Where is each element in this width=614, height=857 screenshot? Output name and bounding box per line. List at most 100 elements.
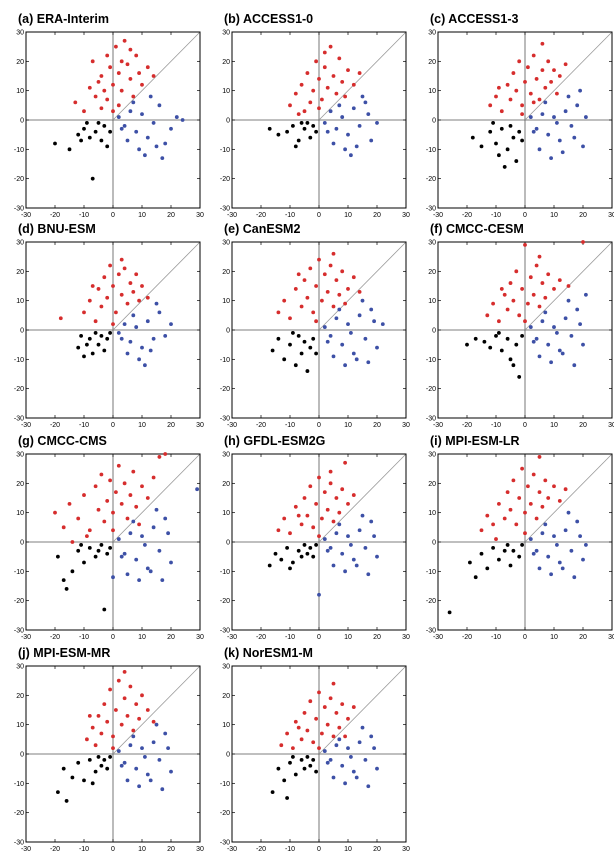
scatter-point [502, 165, 507, 169]
scatter-point [151, 121, 156, 125]
scatter-point [482, 339, 487, 344]
scatter-point [119, 59, 124, 64]
scatter-point [145, 496, 150, 500]
scatter-point [276, 766, 281, 771]
scatter-point [343, 363, 347, 368]
scatter-point [93, 129, 98, 134]
scatter-point [288, 531, 292, 536]
scatter-point [151, 74, 156, 78]
scatter-point [505, 82, 510, 87]
scatter-point [375, 766, 379, 771]
scatter-point [122, 551, 127, 556]
scatter-series [528, 510, 588, 580]
scatter-point [131, 734, 136, 739]
y-tick-label: -20 [220, 598, 230, 605]
y-tick-label: -30 [220, 206, 230, 213]
scatter-point [581, 342, 585, 347]
scatter-point [308, 545, 313, 550]
x-tick-label: 10 [138, 422, 146, 429]
scatter-point [560, 150, 565, 155]
scatter-point [343, 460, 347, 465]
scatter-point [87, 85, 92, 90]
scatter-point [552, 534, 556, 539]
scatter-point [111, 322, 115, 327]
scatter-point [134, 766, 139, 771]
scatter-point [322, 50, 327, 55]
scatter-point [111, 510, 115, 515]
scatter-point [96, 287, 101, 291]
x-tick-label: 30 [402, 846, 410, 853]
scatter-point [122, 760, 127, 765]
scatter-point [299, 737, 304, 742]
scatter-point [354, 144, 359, 149]
scatter-point [293, 144, 298, 149]
scatter-point [99, 304, 104, 309]
scatter-point [354, 563, 359, 568]
scatter-point [514, 88, 519, 93]
scatter-point [169, 560, 173, 565]
x-tick-label: 30 [196, 846, 204, 853]
scatter-point [305, 121, 310, 125]
scatter-point [299, 82, 304, 87]
scatter-point [560, 566, 565, 571]
scatter-point [102, 348, 107, 353]
scatter-series [470, 121, 524, 169]
scatter-series [465, 331, 524, 379]
scatter-point [343, 94, 347, 99]
scatter-point [357, 289, 362, 294]
scatter-point [270, 348, 275, 353]
scatter-point [540, 319, 545, 324]
scatter-point [351, 493, 356, 497]
scatter-point [285, 129, 289, 134]
y-tick-label: 30 [16, 240, 24, 247]
scatter-point [517, 496, 522, 500]
scatter-panel: (h) GFDL-ESM2G -30 -20 -10 0 10 20 30 30 20 10 0 -10… [220, 434, 410, 641]
scatter-point [508, 507, 513, 512]
scatter-point [511, 363, 516, 368]
y-tick-label: 20 [428, 481, 436, 488]
scatter-panel: (b) ACCESS1-0 -30 -20 -10 0 10 20 30 30 20 10 0 -10 -… [220, 12, 410, 219]
x-tick-label: -30 [227, 212, 237, 219]
scatter-point [317, 534, 321, 539]
scatter-point [346, 287, 350, 291]
scatter-series [279, 681, 356, 751]
scatter-point [285, 796, 289, 800]
scatter-point [520, 466, 524, 471]
scatter-point [288, 316, 292, 321]
x-tick-label: 20 [373, 212, 381, 219]
scatter-point [357, 528, 362, 533]
scatter-point [520, 112, 524, 117]
scatter-point [557, 138, 562, 143]
scatter-point [325, 722, 330, 727]
x-tick-label: -10 [491, 634, 501, 641]
scatter-point [82, 109, 86, 114]
scatter-point [322, 705, 327, 709]
scatter-point [552, 287, 556, 291]
y-tick-label: 30 [16, 452, 24, 459]
scatter-series [116, 722, 173, 792]
scatter-point [340, 763, 345, 768]
y-tick-label: -20 [426, 386, 436, 393]
scatter-point [282, 778, 287, 783]
scatter-point [116, 537, 121, 541]
y-tick-label: 20 [16, 693, 24, 700]
x-tick-label: 0 [523, 422, 527, 429]
scatter-point [520, 543, 524, 547]
scatter-point [137, 522, 142, 527]
scatter-point [325, 548, 330, 553]
scatter-point [508, 123, 513, 128]
scatter-point [497, 153, 501, 158]
panel-title: (b) ACCESS1-0 [224, 12, 313, 26]
scatter-point [508, 281, 513, 285]
scatter-point [534, 126, 539, 131]
y-tick-label: -10 [14, 147, 24, 154]
one-to-one-diagonal [318, 453, 407, 543]
scatter-point [357, 123, 362, 128]
scatter-point [349, 331, 353, 335]
scatter-point [566, 284, 571, 288]
scatter-point [557, 278, 562, 283]
panel-title: (d) BNU-ESM [18, 222, 96, 236]
scatter-point [337, 292, 342, 297]
scatter-point [517, 313, 522, 318]
scatter-point [511, 548, 516, 553]
